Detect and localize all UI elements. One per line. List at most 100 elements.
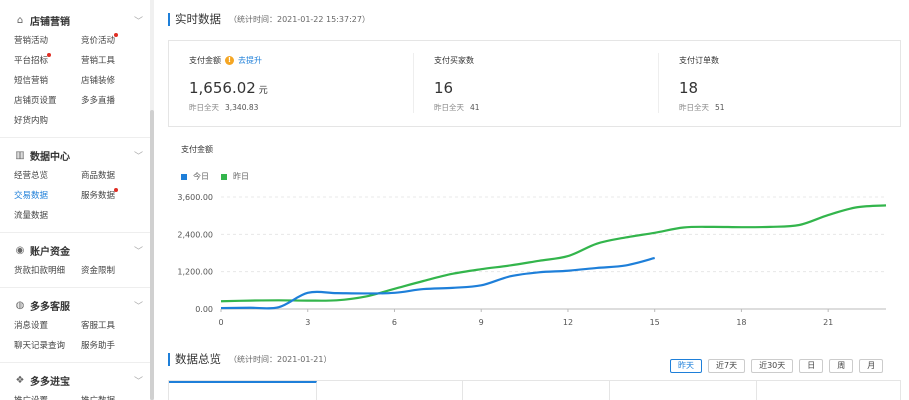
sidebar-item[interactable]: 客服工具: [81, 321, 116, 331]
sidebar-section-title: 多多进宝: [30, 376, 70, 388]
overview-tab[interactable]: [757, 381, 902, 400]
improve-link[interactable]: 去提升: [238, 56, 262, 65]
sidebar-section-data[interactable]: ▥ 数据中心: [14, 146, 70, 164]
sidebar-section-promo[interactable]: ❖ 多多进宝: [14, 371, 70, 389]
title-accent-bar: [168, 12, 170, 26]
sidebar-item[interactable]: 推广设置: [14, 395, 48, 400]
kpi-panel: 支付金额 ! 去提升 1,656.02 元 昨日全天 3,340.83 支付买家数 …: [168, 40, 901, 127]
sidebar-item[interactable]: 推广数据: [81, 395, 115, 400]
series-line-yesterday: [220, 204, 887, 303]
warning-icon: !: [225, 56, 234, 65]
kpi-label: 支付订单数: [679, 56, 719, 65]
sidebar: ⌂ 店铺营销 ﹀ 营销活动 竞价活动平台招标 营销工具短信营销 店铺装修店铺页设置 多多直播好…: [0, 0, 152, 400]
chevron-down-icon[interactable]: ﹀: [134, 17, 144, 27]
sidebar-item[interactable]: 好货内购: [14, 116, 49, 126]
range-button[interactable]: 近7天: [708, 359, 746, 373]
overview-tab[interactable]: [317, 381, 463, 400]
sidebar-item[interactable]: 竞价活动: [81, 36, 116, 46]
range-button[interactable]: 日: [799, 359, 824, 373]
sidebar-item[interactable]: 营销工具: [81, 56, 116, 66]
legend-label: 昨日: [233, 172, 249, 181]
sidebar-item[interactable]: 平台招标: [14, 56, 49, 66]
title-accent-bar: [168, 352, 170, 366]
overview-tab[interactable]: [463, 381, 610, 400]
range-selector: 昨天 近7天 近30天日周月: [670, 359, 889, 373]
page-title: 实时数据: [175, 12, 221, 26]
sidebar-divider: [0, 137, 150, 138]
sidebar-scrollbar[interactable]: [150, 0, 154, 400]
sidebar-item[interactable]: 服务数据: [81, 191, 116, 201]
kpi-yesterday-label: 昨日全天: [679, 103, 709, 112]
overview-title: 数据总览: [175, 352, 221, 366]
x-tick-label: 21: [823, 318, 833, 327]
sidebar-item[interactable]: 商品数据: [81, 171, 116, 181]
legend-today[interactable]: 今日: [181, 171, 209, 182]
new-badge-dot: [114, 33, 118, 37]
stat-time: （统计时间：2021-01-22 15:37:27）: [229, 14, 370, 24]
new-badge-dot: [47, 53, 51, 57]
kpi-label: 支付买家数: [434, 56, 474, 65]
sidebar-section-service[interactable]: ◍ 多多客服: [14, 296, 70, 314]
y-tick-label: 0.00: [195, 305, 213, 314]
chevron-down-icon[interactable]: ﹀: [134, 302, 144, 312]
main-content: 实时数据 （统计时间：2021-01-22 15:37:27） 支付金额 ! 去…: [154, 0, 909, 400]
overview-tab[interactable]: [169, 381, 317, 400]
kpi-value: 1,656.02: [189, 79, 256, 97]
x-tick-label: 3: [305, 318, 310, 327]
kpi-yesterday-value: 3,340.83: [225, 103, 259, 112]
kpi-yesterday-label: 昨日全天: [189, 103, 219, 112]
x-tick-label: 0: [218, 318, 223, 327]
chevron-down-icon[interactable]: ﹀: [134, 247, 144, 257]
kpi-value: 16: [434, 79, 454, 97]
sidebar-section-funds[interactable]: ◉ 账户资金: [14, 241, 70, 259]
sidebar-item[interactable]: 店铺页设置: [14, 96, 57, 106]
overview-stat-time: （统计时间：2021-01-21）: [229, 354, 332, 364]
legend-yesterday[interactable]: 昨日: [221, 171, 249, 182]
sidebar-item[interactable]: 短信营销: [14, 76, 49, 86]
legend-swatch-yesterday: [221, 173, 227, 180]
chevron-down-icon[interactable]: ﹀: [134, 377, 144, 387]
series-line-today: [220, 256, 655, 310]
kpi-value: 18: [679, 79, 699, 97]
x-tick-label: 12: [563, 318, 573, 327]
kpi-yesterday-label: 昨日全天: [434, 103, 464, 112]
sidebar-item[interactable]: 聊天记录查询: [14, 341, 66, 351]
range-button[interactable]: 周: [829, 359, 854, 373]
sidebar-item[interactable]: 交易数据: [14, 191, 49, 201]
legend-label: 今日: [193, 172, 209, 181]
sidebar-section-marketing[interactable]: ⌂ 店铺营销: [14, 11, 70, 29]
legend-swatch-today: [181, 173, 187, 180]
sidebar-section-title: 店铺营销: [30, 16, 70, 28]
sidebar-item[interactable]: 多多直播: [81, 96, 116, 106]
wallet-icon: ◉: [15, 244, 25, 256]
range-button[interactable]: 昨天: [670, 359, 702, 373]
kpi-unit: 元: [258, 86, 268, 96]
y-tick-label: 3,600.00: [177, 193, 213, 202]
overview-header: 数据总览 （统计时间：2021-01-21）: [168, 351, 332, 367]
bar-chart-icon: ▥: [15, 149, 25, 161]
sidebar-item[interactable]: 经营总览: [14, 171, 49, 181]
sidebar-item[interactable]: 资金限制: [81, 266, 116, 276]
range-button[interactable]: 月: [859, 359, 884, 373]
kpi-yesterday-value: 51: [715, 103, 725, 112]
sidebar-item[interactable]: 流量数据: [14, 211, 49, 221]
sidebar-divider: [0, 362, 150, 363]
headset-icon: ◍: [15, 299, 25, 311]
sidebar-item[interactable]: 营销活动: [14, 36, 49, 46]
chevron-down-icon[interactable]: ﹀: [134, 152, 144, 162]
shop-icon: ⌂: [16, 14, 24, 26]
sidebar-item[interactable]: 服务助手: [81, 341, 116, 351]
sidebar-section-title: 账户资金: [30, 246, 70, 258]
sidebar-item[interactable]: 消息设置: [14, 321, 49, 331]
chart-legend: 今日 昨日: [181, 171, 261, 182]
range-button[interactable]: 近30天: [751, 359, 794, 373]
sidebar-item[interactable]: 店铺装修: [81, 76, 116, 86]
sidebar-divider: [0, 287, 150, 288]
sidebar-section-title: 数据中心: [30, 151, 70, 163]
overview-tab[interactable]: [610, 381, 757, 400]
y-tick-label: 2,400.00: [177, 230, 213, 239]
x-tick-label: 15: [650, 318, 660, 327]
sidebar-item[interactable]: 货款扣款明细: [14, 266, 66, 276]
kpi-yesterday-value: 41: [470, 103, 480, 112]
scrollbar-thumb[interactable]: [150, 110, 154, 400]
